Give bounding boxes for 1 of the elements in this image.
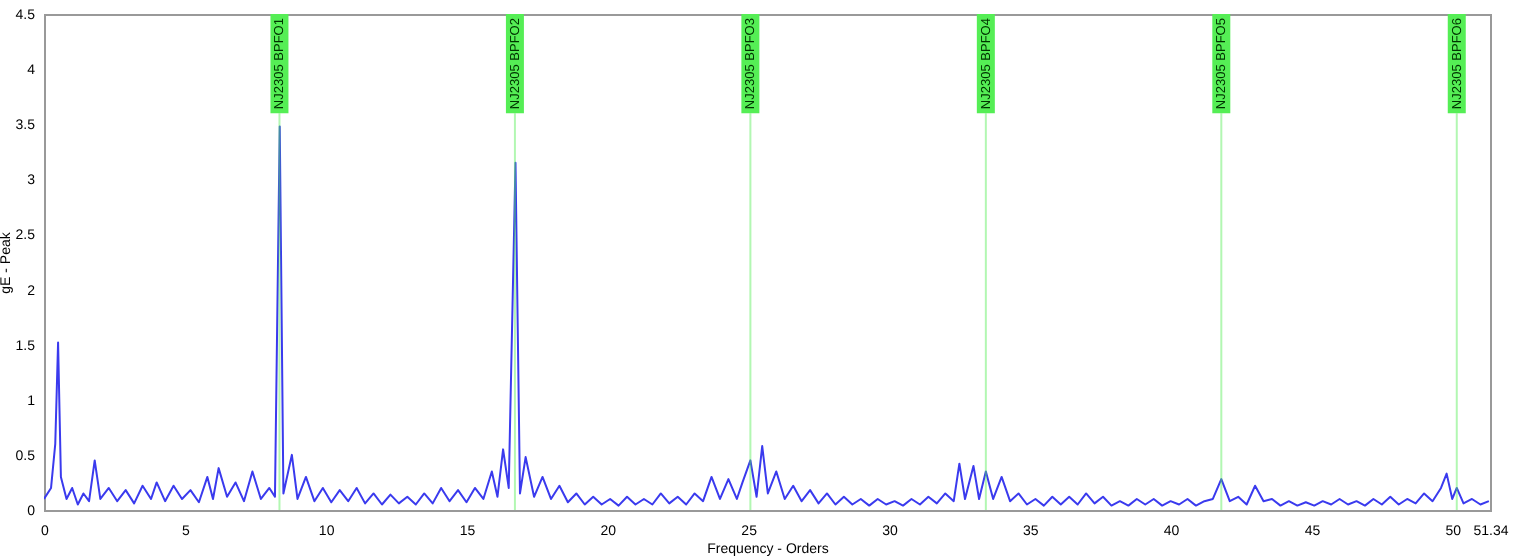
line-series [44, 125, 1490, 507]
